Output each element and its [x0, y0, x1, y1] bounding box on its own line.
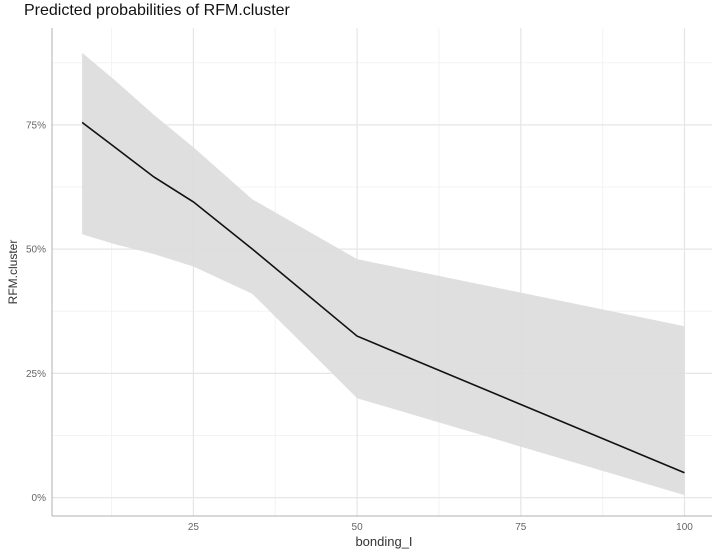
y-tick-label: 50% [26, 245, 46, 256]
axes [51, 28, 712, 517]
x-tick-label: 25 [188, 522, 200, 533]
y-tick-label: 25% [26, 369, 46, 380]
x-tick-label: 75 [515, 522, 527, 533]
confidence-ribbon-0 [82, 52, 685, 496]
x-tick-label: 50 [352, 522, 364, 533]
x-axis-label: bonding_I [355, 534, 413, 549]
series-line-0 [81, 121, 685, 474]
series-lines [81, 121, 685, 474]
y-tick-label: 75% [26, 120, 46, 131]
chart-title: Predicted probabilities of RFM.cluster [24, 2, 290, 19]
x-tick-label: 100 [676, 522, 693, 533]
tick-labels: 25 50 75 100 0% 25% 50% 75% [26, 120, 693, 533]
confidence-ribbons [82, 52, 685, 496]
y-tick-label: 0% [32, 493, 47, 504]
